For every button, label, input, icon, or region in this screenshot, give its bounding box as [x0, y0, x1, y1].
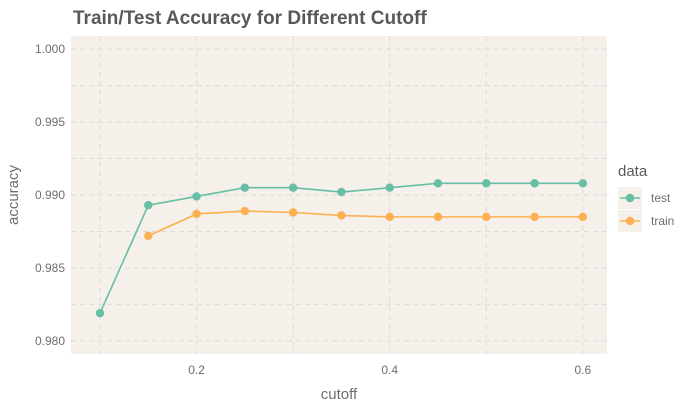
grid [71, 36, 607, 354]
data-point-train [385, 212, 394, 222]
y-tick-label: 0.985 [35, 261, 65, 275]
data-point-train [240, 206, 250, 216]
legend-label-train: train [651, 214, 674, 228]
x-tick-label: 0.6 [575, 363, 592, 377]
data-point-test [530, 179, 539, 188]
y-tick-label: 0.990 [35, 188, 65, 202]
x-axis-title: cutoff [321, 386, 358, 403]
legend-items: test train [618, 187, 674, 232]
series-line-train [147, 210, 583, 237]
series-test [95, 179, 588, 318]
data-point-train [288, 208, 298, 217]
data-point-test [337, 187, 346, 197]
data-point-test [288, 183, 298, 192]
data-point-train [433, 212, 443, 222]
legend-item-train: train [618, 210, 674, 232]
data-point-test [578, 179, 588, 188]
legend-label-test: test [651, 191, 671, 205]
x-tick-label: 0.2 [188, 363, 205, 377]
data-point-train [144, 231, 153, 241]
data-point-test [144, 201, 153, 210]
data-point-test [433, 179, 443, 188]
series-layer [95, 179, 588, 318]
data-point-test [482, 179, 491, 188]
data-point-test [192, 192, 201, 201]
chart-title: Train/Test Accuracy for Different Cutoff [73, 8, 427, 29]
data-point-test [385, 183, 394, 192]
legend: data test train [618, 163, 674, 232]
y-axis-title: accuracy [5, 164, 22, 225]
data-point-train [578, 212, 588, 222]
data-point-train [530, 212, 539, 222]
legend-key-point [625, 216, 635, 226]
y-tick-label: 0.980 [35, 334, 65, 348]
x-tick-label: 0.4 [381, 363, 398, 377]
y-tick-label: 0.995 [35, 115, 65, 129]
legend-title: data [618, 163, 648, 180]
data-point-train [337, 211, 346, 220]
series-train [144, 206, 588, 241]
data-point-train [482, 212, 491, 222]
data-point-test [240, 183, 250, 192]
y-tick-label: 1.000 [35, 42, 65, 56]
legend-key-point [625, 193, 635, 203]
data-point-test [95, 308, 105, 318]
legend-item-test: test [618, 187, 671, 209]
data-point-train [192, 209, 201, 219]
axis-ticks: 0.2 0.4 0.6 0.980 0.985 0.990 0.995 1.000 [35, 42, 592, 377]
